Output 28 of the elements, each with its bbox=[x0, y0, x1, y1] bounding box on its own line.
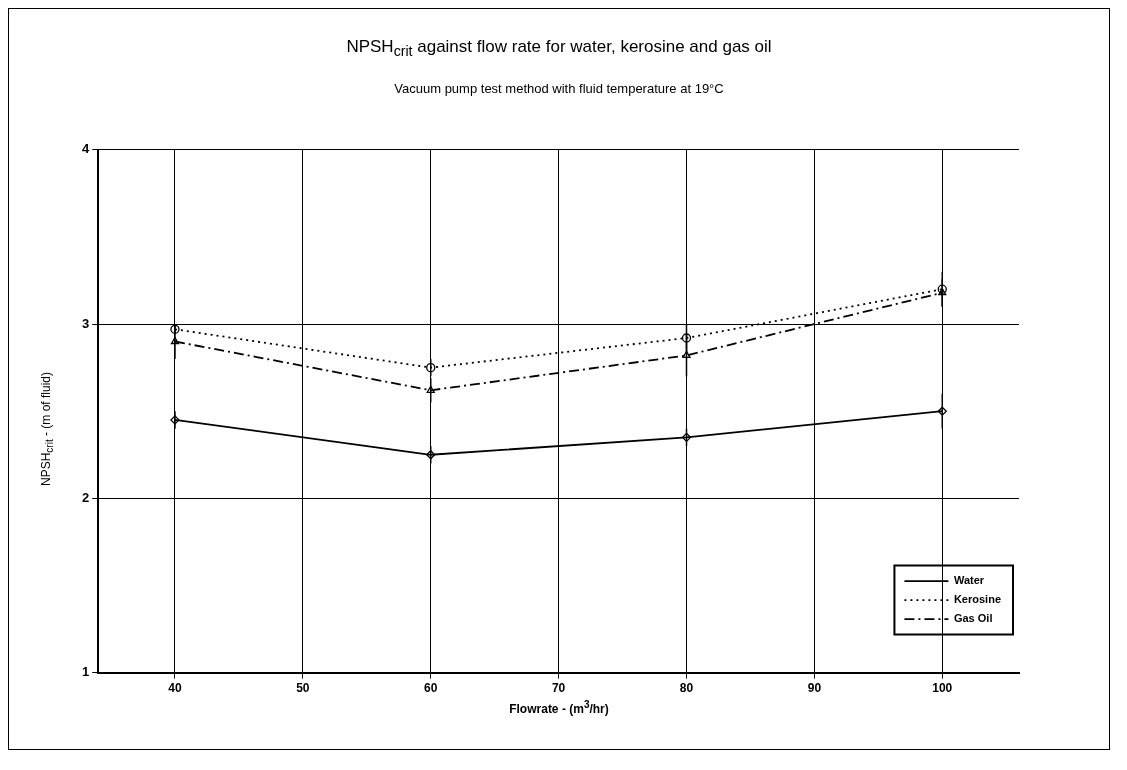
x-axis-title: Flowrate - (m$^{3}$/hr) bbox=[508, 699, 610, 716]
point bbox=[938, 288, 947, 296]
point bbox=[681, 432, 692, 442]
x-tick-label: 90 bbox=[807, 681, 822, 696]
point bbox=[426, 450, 436, 460]
chart-title: NPSH$_{crit}$ against flow rate for water, kerosine and gas oil bbox=[345, 37, 773, 60]
x-tick-label: 80 bbox=[679, 681, 694, 696]
y-tick-label: 3 bbox=[82, 315, 90, 331]
x-tick-label: 70 bbox=[551, 681, 566, 696]
point bbox=[937, 284, 947, 294]
y-tick-label: 1 bbox=[82, 664, 90, 680]
legend-label: Kerosine bbox=[953, 593, 1002, 606]
point bbox=[426, 385, 435, 393]
point bbox=[170, 415, 180, 425]
point bbox=[937, 406, 947, 416]
point bbox=[426, 362, 436, 373]
point bbox=[170, 336, 180, 345]
x-tick-label: 40 bbox=[168, 681, 182, 696]
x-tick-label: 60 bbox=[424, 681, 438, 696]
legend-label: Water bbox=[953, 574, 985, 587]
y-tick-label: 4 bbox=[82, 141, 90, 157]
y-tick-label: 2 bbox=[82, 489, 90, 505]
point bbox=[682, 350, 691, 359]
legend-label: Gas Oil bbox=[953, 612, 993, 625]
point bbox=[681, 333, 692, 343]
chart-subtitle: Vacuum pump test method with fluid temperature at 19°C bbox=[393, 81, 725, 96]
x-tick-label: 50 bbox=[296, 681, 310, 696]
x-tick-label: 100 bbox=[932, 681, 953, 696]
